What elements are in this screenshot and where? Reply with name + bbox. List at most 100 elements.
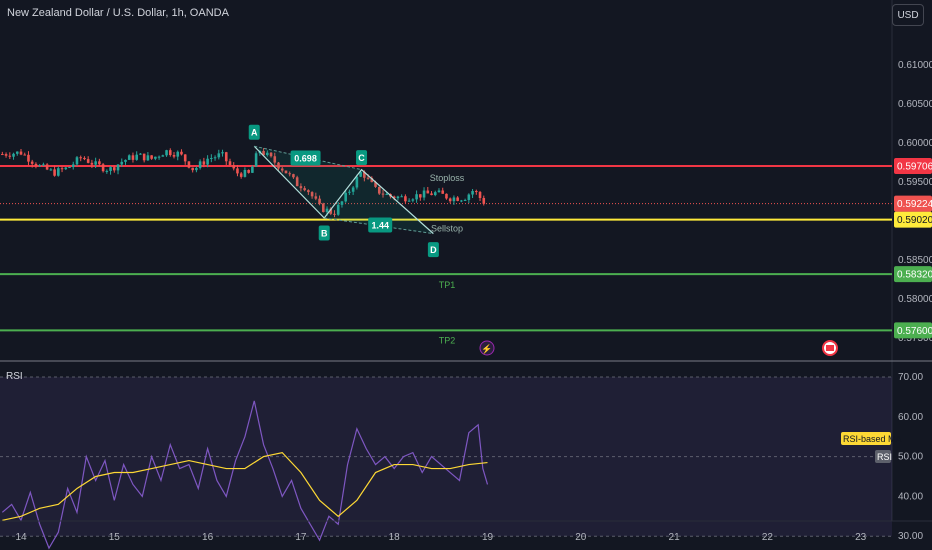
- candle-body: [463, 199, 467, 201]
- candle-body: [374, 182, 377, 187]
- pattern-point-c-bg: [356, 150, 368, 166]
- candle-body: [105, 170, 109, 172]
- price-tick-label: 0.60000: [898, 138, 932, 149]
- candle-body: [292, 174, 295, 178]
- candle-body: [280, 168, 284, 171]
- candle-body: [15, 151, 19, 154]
- candle-body: [452, 197, 456, 202]
- candle-body: [411, 199, 415, 201]
- candle-body: [478, 191, 482, 199]
- time-tick-label: 19: [482, 532, 494, 543]
- level-annotation-stoploss: Stoploss: [430, 173, 465, 183]
- flag-glyph: [826, 345, 834, 351]
- candle-body: [363, 171, 366, 178]
- candle-body: [239, 173, 243, 177]
- candle-body: [277, 162, 280, 169]
- time-tick-label: 14: [15, 532, 27, 543]
- rsi-tick-label: 50.00: [898, 452, 923, 463]
- candle-body: [191, 167, 194, 171]
- candle-body: [419, 194, 422, 198]
- price-tick-label: 0.57500: [898, 333, 932, 344]
- candle-body: [131, 155, 135, 160]
- candle-body: [456, 197, 459, 201]
- pattern-zigzag[interactable]: [253, 145, 434, 235]
- candle-body: [90, 162, 94, 165]
- candle-body: [49, 169, 53, 171]
- candle-body: [127, 155, 131, 160]
- candle-body: [333, 213, 336, 215]
- candle-body: [172, 155, 176, 157]
- pattern-point-a-bg: [248, 124, 260, 140]
- candle-body: [359, 171, 362, 177]
- candle-body: [370, 177, 374, 183]
- candle-body: [251, 166, 254, 173]
- event-lightning-icon[interactable]: [479, 340, 495, 356]
- candle-body: [471, 191, 474, 195]
- candle-body: [247, 169, 250, 173]
- pattern-point-b: B: [321, 229, 328, 239]
- rsi-panel-title: RSI: [6, 371, 23, 382]
- rsi-series-line[interactable]: [1, 400, 489, 550]
- pattern-fill-bcd: [324, 169, 434, 234]
- candle-body: [224, 152, 228, 162]
- rsi-series-line[interactable]: [2, 451, 488, 521]
- time-tick-label: 17: [295, 532, 307, 543]
- candle-body: [400, 196, 403, 198]
- candle-body: [109, 167, 112, 171]
- pattern-point-d: D: [430, 245, 437, 255]
- pattern-ratio-bc-d: 1.44: [371, 221, 389, 231]
- level-annotation-sellstop: Sellstop: [431, 224, 463, 234]
- candle-body: [183, 154, 187, 162]
- candle-body: [348, 191, 351, 193]
- lightning-glyph: ⚡: [481, 343, 492, 355]
- candle-body: [467, 194, 471, 200]
- level-tag-tp1-bg: [894, 266, 932, 283]
- candle-body: [426, 190, 430, 194]
- candle-body: [299, 186, 303, 189]
- candle-body: [228, 161, 232, 166]
- candle-body: [146, 155, 150, 161]
- candle-body: [86, 159, 90, 163]
- candle-body: [198, 161, 202, 168]
- rsi-tag: RSI: [877, 452, 892, 462]
- candle-body: [150, 155, 153, 159]
- candle-body: [57, 168, 60, 176]
- candle-body: [1, 154, 4, 156]
- candle-body: [75, 157, 79, 165]
- candle-body: [433, 192, 437, 196]
- time-tick-label: 15: [109, 532, 121, 543]
- candle-body: [113, 167, 116, 171]
- candle-body: [187, 161, 191, 168]
- symbol-title: New Zealand Dollar / U.S. Dollar, 1h, OA…: [7, 7, 229, 19]
- last-price-tag-bg: [894, 195, 932, 212]
- candle-body: [157, 156, 161, 158]
- candle-body: [60, 168, 64, 170]
- candle-body: [269, 152, 273, 157]
- candle-body: [340, 201, 344, 205]
- candle-body: [415, 194, 418, 200]
- candle-body: [366, 177, 370, 179]
- candle-body: [120, 161, 124, 165]
- rsi-tick-label: 60.00: [898, 412, 923, 423]
- candle-body: [437, 190, 441, 193]
- candle-body: [42, 164, 45, 166]
- candle-body: [284, 170, 288, 174]
- candle-body: [168, 150, 172, 156]
- candle-body: [135, 154, 138, 160]
- candle-body: [139, 153, 142, 155]
- level-tag-tp2-bg: [894, 322, 932, 339]
- currency-button[interactable]: USD: [892, 4, 924, 26]
- candle-body: [351, 187, 355, 192]
- rsi-ma-tag: RSI-based MA: [843, 434, 902, 444]
- candle-body: [180, 151, 183, 155]
- pattern-point-b-bg: [318, 225, 330, 241]
- time-tick-label: 16: [202, 532, 214, 543]
- price-tick-label: 0.58500: [898, 255, 932, 266]
- rsi-ma-tag-bg: [841, 432, 891, 445]
- candle-body: [329, 208, 333, 214]
- candle-body: [116, 164, 120, 171]
- candle-body: [221, 152, 224, 154]
- time-tick-label: 20: [575, 532, 587, 543]
- price-tick-label: 0.60500: [898, 99, 932, 110]
